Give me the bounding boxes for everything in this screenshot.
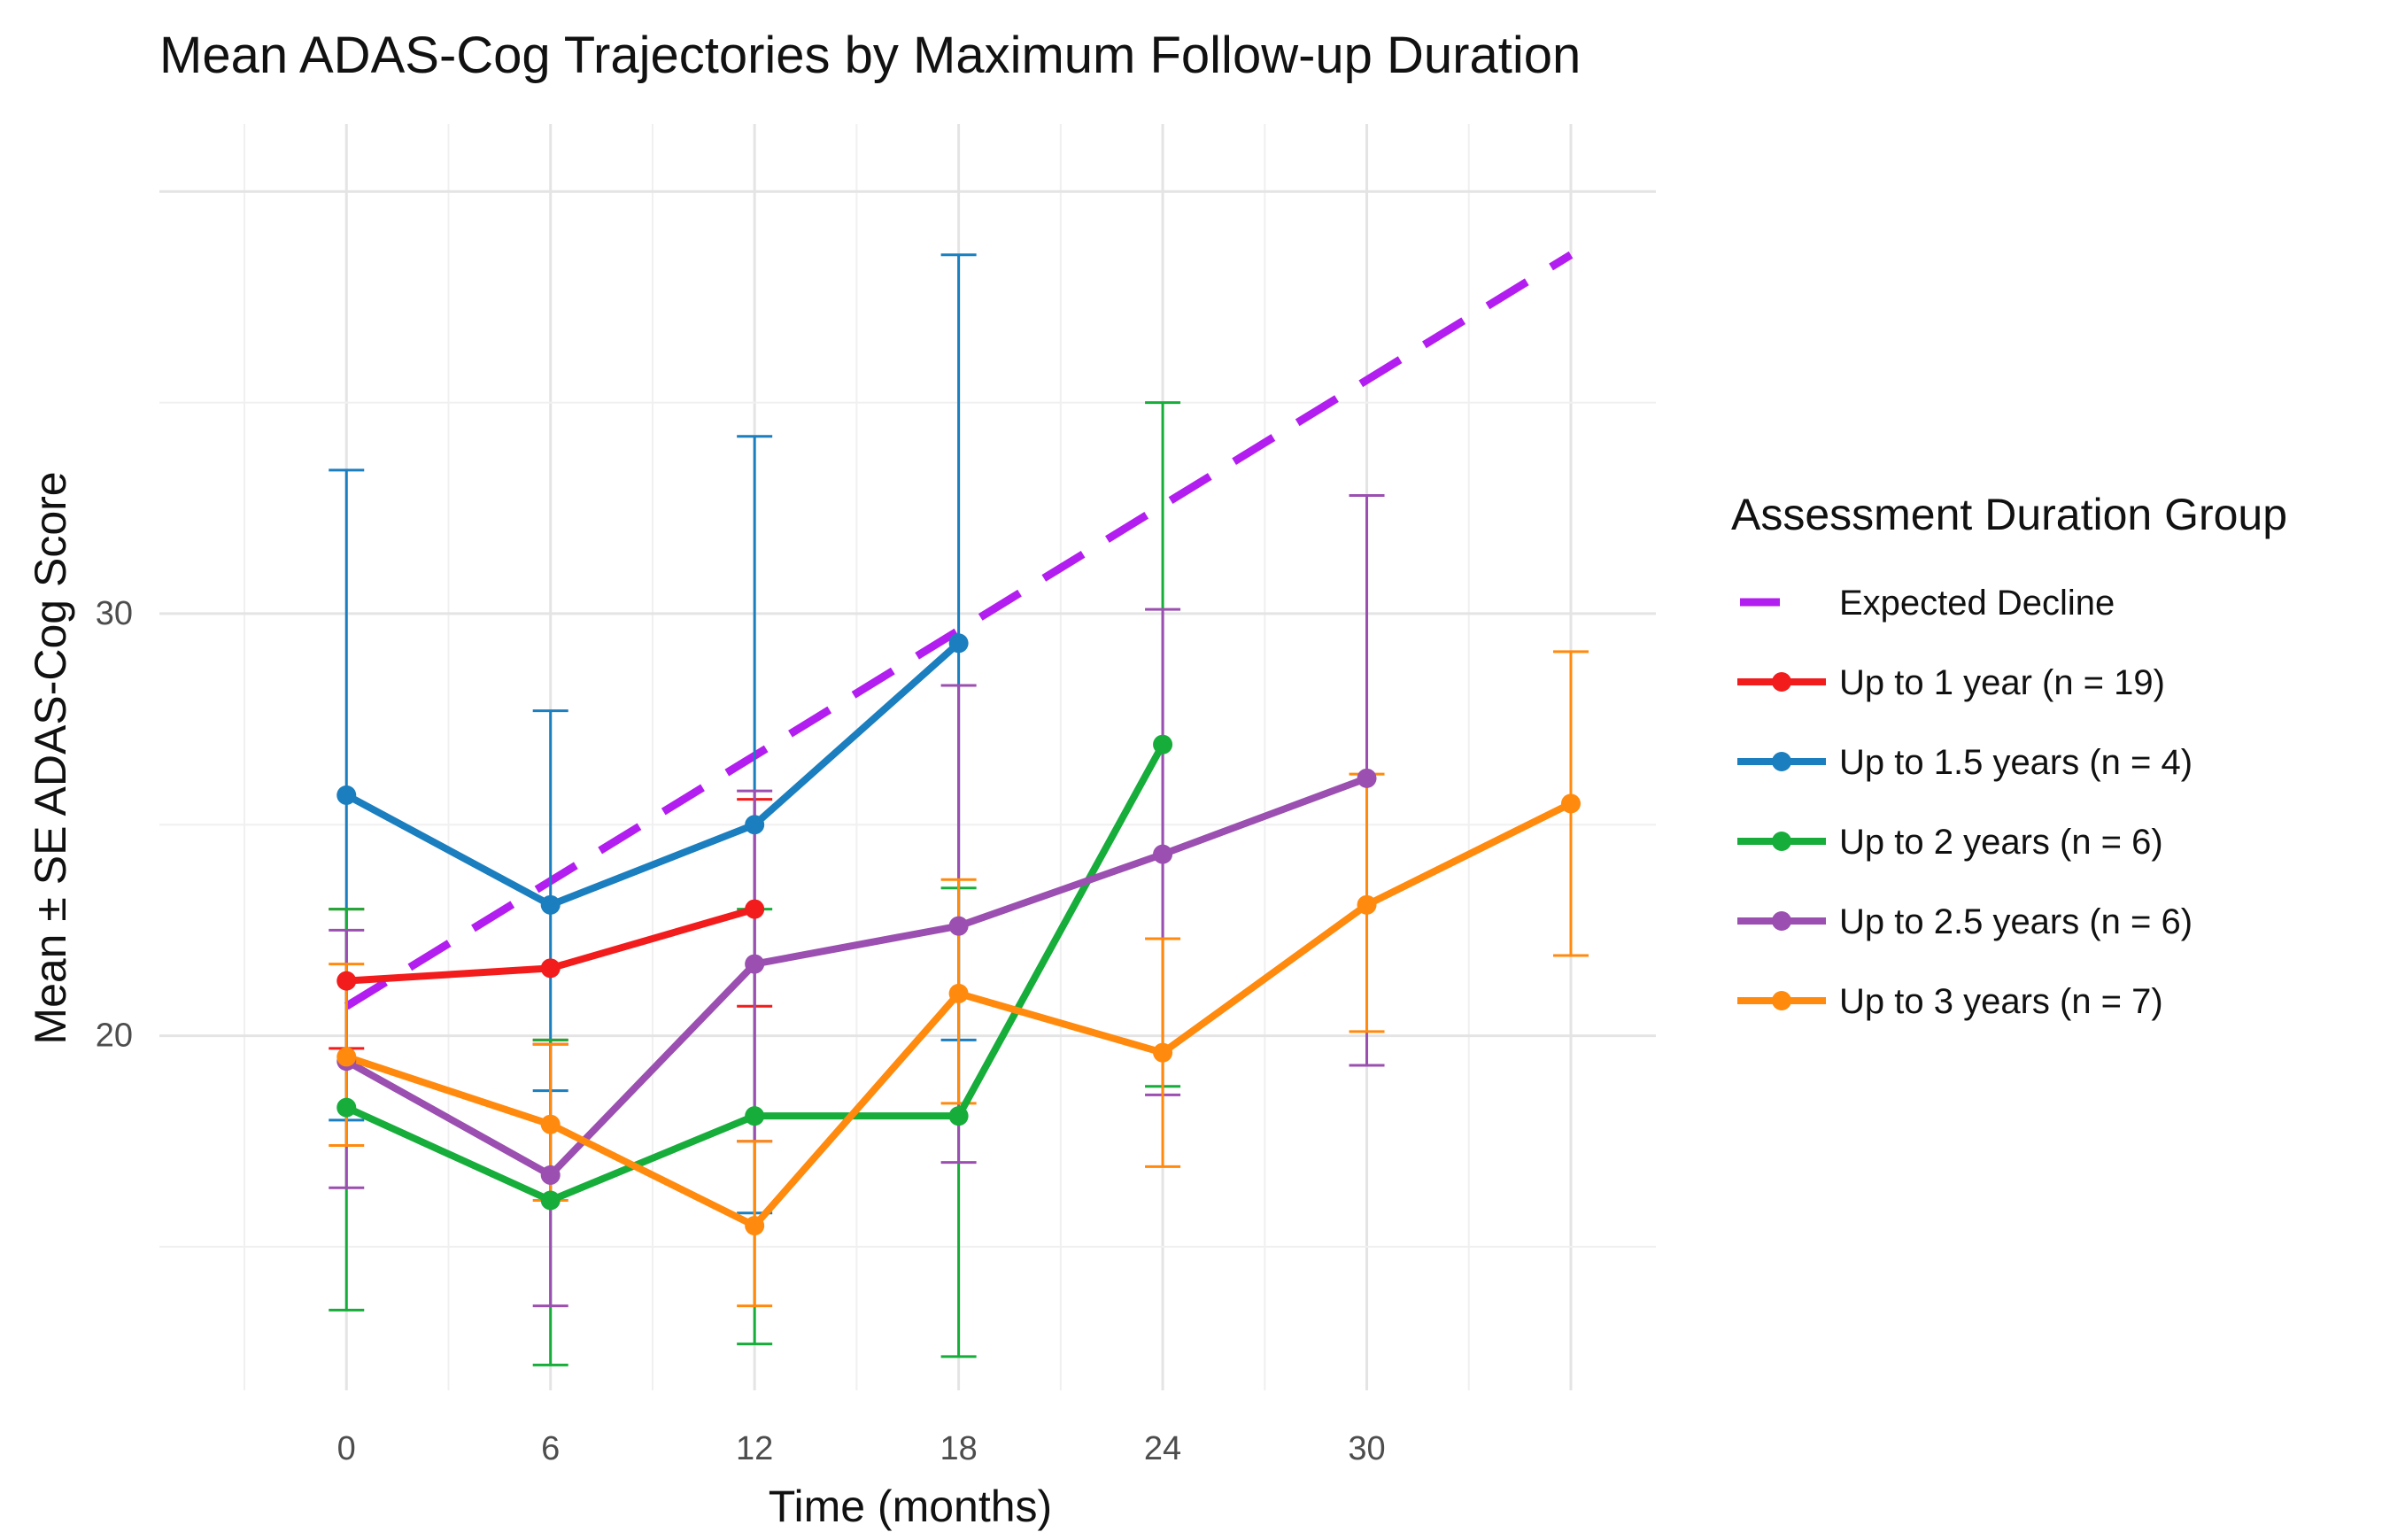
grid [159,124,1656,1390]
series-point-1-0 [336,785,357,805]
series-point-4-0 [336,1047,357,1067]
x-tick-labels: 0 6 12 18 24 30 [337,1430,1386,1467]
legend-key-point-2 [1772,752,1791,771]
y-tick-label: 30 [96,595,133,632]
series-line-1 [344,640,962,909]
legend-label-4: Up to 2.5 years (n = 6) [1839,902,2193,941]
series-point-2-4 [1153,734,1173,755]
legend-key-point-5 [1772,991,1791,1010]
y-axis-title: Mean ± SE ADAS-Cog Score [26,471,75,1044]
series-point-3-2 [745,954,765,974]
series-point-4-2 [745,1216,765,1236]
series-line-3 [344,775,1368,1179]
chart-title: Mean ADAS-Cog Trajectories by Maximum Fo… [159,27,1581,84]
series-point-0-2 [745,899,765,919]
series-points [336,633,1581,1236]
series-point-3-3 [948,916,969,936]
legend-label-1: Up to 1 year (n = 19) [1839,663,2165,702]
legend-label-5: Up to 3 years (n = 7) [1839,982,2163,1021]
series-point-0-1 [540,958,561,979]
legend: Expected Decline Up to 1 year (n = 19) Up … [1737,584,2193,1021]
x-tick-label: 18 [940,1430,977,1467]
x-tick-label: 6 [541,1430,560,1467]
y-tick-label: 20 [96,1018,133,1055]
legend-label-3: Up to 2 years (n = 6) [1839,823,2163,862]
series-point-4-1 [540,1114,561,1134]
legend-label-2: Up to 1.5 years (n = 4) [1839,743,2193,782]
series-point-4-5 [1357,894,1377,915]
series-point-1-2 [745,815,765,835]
legend-key-point-4 [1772,911,1791,931]
legend-label-0: Expected Decline [1839,584,2115,623]
x-tick-label: 12 [736,1430,773,1467]
series-point-2-0 [336,1097,357,1118]
series-point-2-3 [948,1106,969,1126]
x-axis-title: Time (months) [769,1482,1052,1531]
series-point-4-6 [1560,793,1581,814]
series-point-3-1 [540,1165,561,1185]
series-point-1-3 [948,633,969,654]
series-point-4-4 [1153,1042,1173,1063]
series-point-1-1 [540,894,561,915]
legend-key-point-1 [1772,672,1791,692]
x-tick-label: 24 [1144,1430,1181,1467]
legend-title: Assessment Duration Group [1731,490,2287,539]
series-point-2-2 [745,1106,765,1126]
error-bars [329,253,1589,1366]
series-point-3-5 [1357,768,1377,788]
x-tick-label: 0 [337,1430,356,1467]
series-point-0-0 [336,971,357,991]
legend-key-point-3 [1772,832,1791,851]
series-point-4-3 [948,983,969,1003]
x-tick-label: 30 [1348,1430,1385,1467]
series-point-3-4 [1153,844,1173,864]
series-point-2-1 [540,1190,561,1211]
